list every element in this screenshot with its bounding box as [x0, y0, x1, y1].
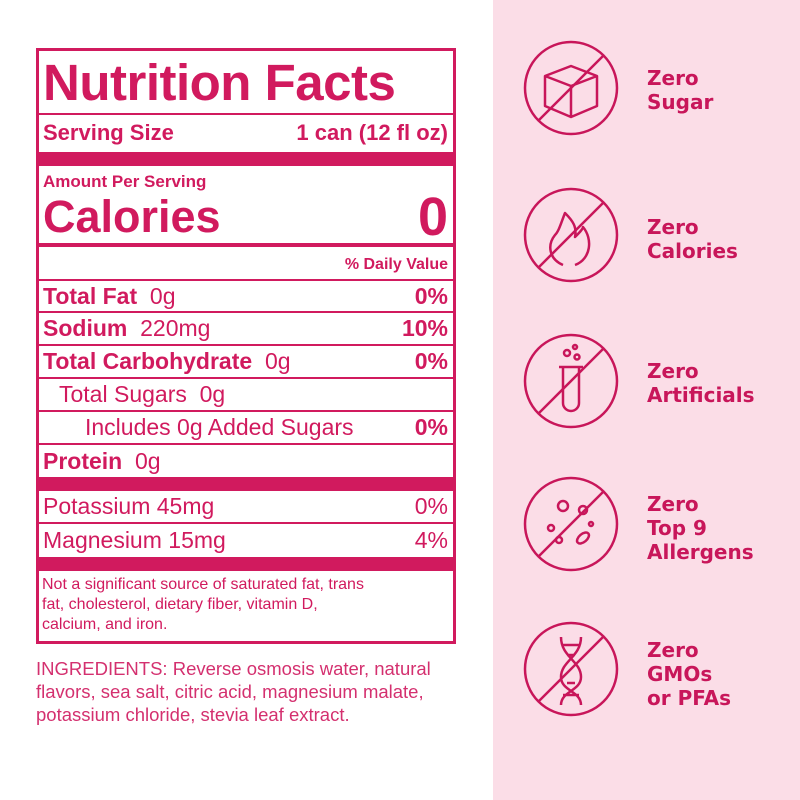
test-tube-icon [523, 333, 619, 429]
claim-line: Allergens [647, 540, 754, 564]
nutrition-facts-label: Nutrition Facts Serving Size 1 can (12 fl… [36, 48, 456, 644]
nutrient-amount: 0g [149, 282, 176, 309]
claim-line: Zero [647, 359, 699, 383]
nutrient-row: Includes 0g Added Sugars 0% [39, 412, 453, 445]
amount-per-serving: Amount Per Serving [39, 171, 453, 193]
nutrient-amount: 0g [199, 381, 226, 407]
flame-icon [523, 187, 619, 283]
nutrient-name: Total Fat [43, 282, 138, 309]
serving-label: Serving Size [43, 120, 174, 145]
footnote: Not a significant source of saturated fa… [42, 576, 364, 633]
claim-line: Zero [647, 215, 699, 239]
nutrient-name: Total Carbohydrate [43, 348, 253, 374]
claim-line: Sugar [647, 90, 714, 114]
mineral-dv: 4% [414, 526, 448, 553]
claim-line: or PFAs [647, 686, 731, 710]
nutrient-row: Sodium 220mg 10% [39, 313, 453, 346]
claim-line: Zero [647, 66, 699, 90]
claim-line: Artificials [647, 383, 755, 407]
calories-row: Calories 0 [39, 187, 453, 247]
nutrient-row: Total Carbohydrate 0g 0% [39, 346, 453, 379]
amount-label: Amount Per Serving [43, 172, 207, 191]
claim-line: Zero [647, 638, 699, 662]
claim-zero-calories: Zero Calories [523, 187, 793, 287]
dna-icon [523, 621, 619, 717]
thick-divider [39, 477, 453, 491]
claim-zero-sugar: Zero Sugar [523, 40, 793, 140]
allergen-icon [523, 476, 619, 572]
ingredients: INGREDIENTS: Reverse osmosis water, natu… [36, 658, 431, 725]
claim-line: GMOs [647, 662, 713, 686]
claims-panel [493, 0, 800, 800]
nutrient-name: Sodium [43, 315, 128, 341]
nutrient-dv: 0% [414, 282, 448, 309]
claim-zero-allergens: Zero Top 9 Allergens [523, 476, 793, 576]
claim-line: Zero [647, 492, 699, 516]
mineral-dv: 0% [414, 493, 448, 519]
claim-zero-artificials: Zero Artificials [523, 333, 793, 433]
title-text: Nutrition Facts [43, 53, 396, 111]
claim-zero-gmos: Zero GMOs or PFAs [523, 621, 793, 721]
serving-value: 1 can (12 fl oz) [296, 120, 448, 145]
claim-line: Calories [647, 239, 738, 263]
label-title: Nutrition Facts [39, 51, 453, 115]
mineral-name: Potassium 45mg [43, 493, 215, 519]
nutrient-row: Total Fat 0g 0% [39, 281, 453, 313]
sugar-cube-icon [523, 40, 619, 136]
nutrient-row: Protein 0g [39, 445, 453, 477]
serving-size-row: Serving Size 1 can (12 fl oz) [39, 115, 453, 151]
daily-value-header: % Daily Value [39, 251, 453, 281]
nutrient-dv: 10% [401, 315, 448, 341]
nutrient-name: Total Sugars [59, 381, 187, 407]
nutrient-name: Protein [43, 447, 123, 474]
nutrient-amount: 0g [264, 348, 291, 374]
calories-label: Calories [43, 191, 221, 242]
nutrient-dv: 0% [414, 348, 448, 374]
dv-header-text: % Daily Value [344, 256, 448, 273]
mineral-row: Potassium 45mg 0% [39, 491, 453, 524]
thick-divider [39, 557, 453, 571]
mineral-row: Magnesium 15mg 4% [39, 524, 453, 556]
claim-line: Top 9 [647, 516, 707, 540]
nutrient-amount: 220mg [140, 315, 211, 341]
nutrient-row: Total Sugars 0g [39, 379, 453, 412]
thick-divider [39, 152, 453, 166]
nutrient-name: Includes 0g Added Sugars [85, 414, 354, 440]
mineral-name: Magnesium 15mg [43, 526, 226, 553]
nutrient-amount: 0g [135, 447, 161, 474]
calories-value: 0 [417, 187, 448, 247]
nutrient-dv: 0% [414, 414, 448, 440]
